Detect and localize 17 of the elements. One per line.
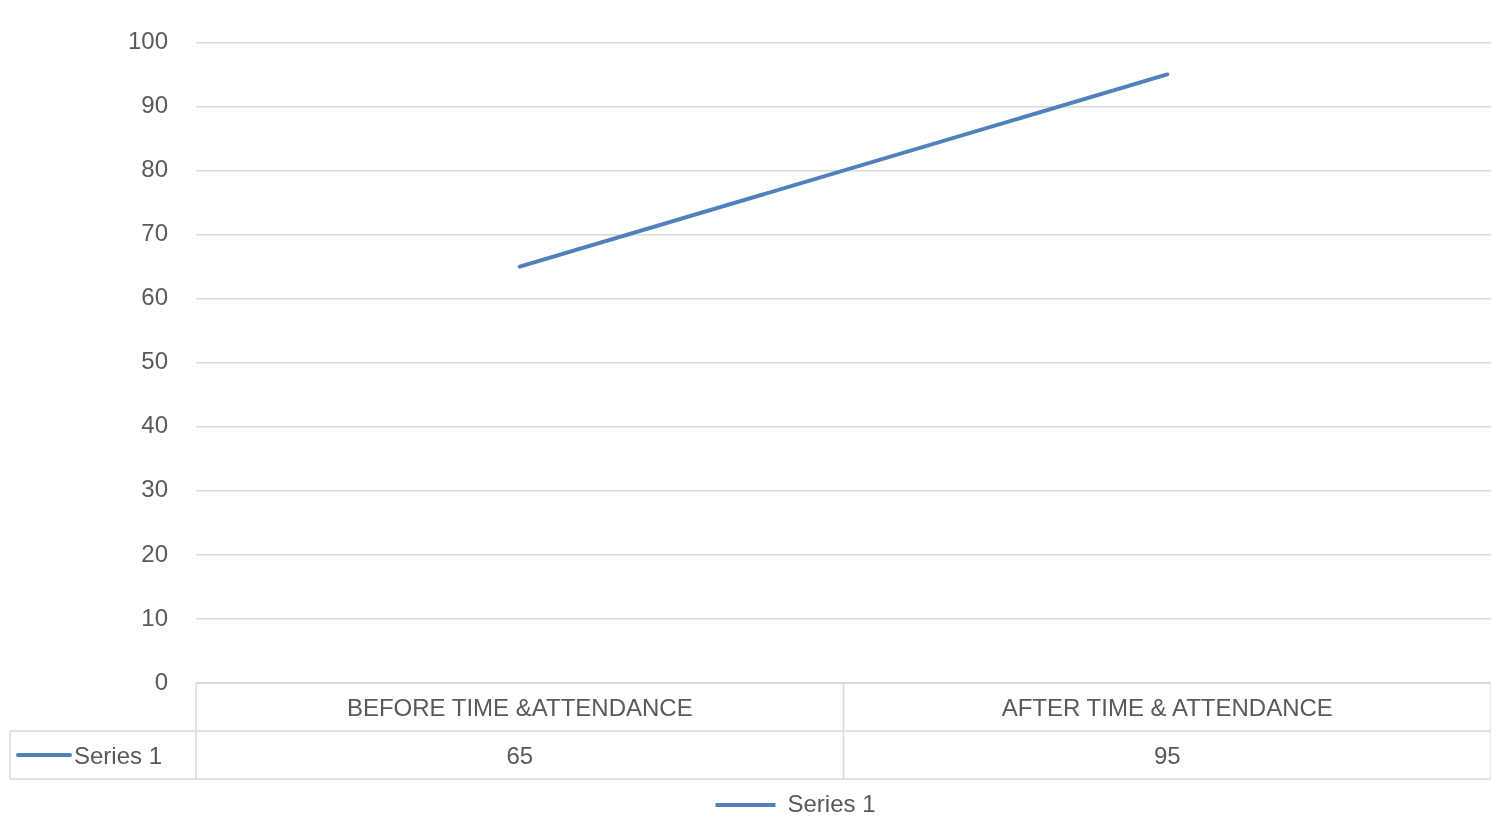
data-label: 65 bbox=[506, 741, 534, 769]
y-tick-label: 10 bbox=[141, 603, 169, 631]
y-tick-label: 0 bbox=[154, 667, 169, 695]
y-tick-label: 60 bbox=[141, 283, 169, 311]
y-tick-label: 40 bbox=[141, 411, 169, 439]
data-label: 95 bbox=[1153, 741, 1181, 769]
x-tick-label: BEFORE TIME &ATTENDANCE bbox=[346, 693, 693, 721]
y-tick-label: 70 bbox=[141, 219, 169, 247]
y-tick-label: 90 bbox=[141, 91, 169, 119]
y-tick-label: 80 bbox=[141, 155, 169, 183]
y-tick-label: 20 bbox=[141, 539, 169, 567]
x-tick-label: AFTER TIME & ATTENDANCE bbox=[1001, 693, 1333, 721]
y-tick-label: 30 bbox=[141, 475, 169, 503]
legend-label: Series 1 bbox=[787, 789, 876, 817]
y-tick-label: 100 bbox=[128, 27, 169, 55]
text: Series 1 bbox=[74, 741, 163, 769]
y-tick-label: 50 bbox=[141, 347, 169, 375]
